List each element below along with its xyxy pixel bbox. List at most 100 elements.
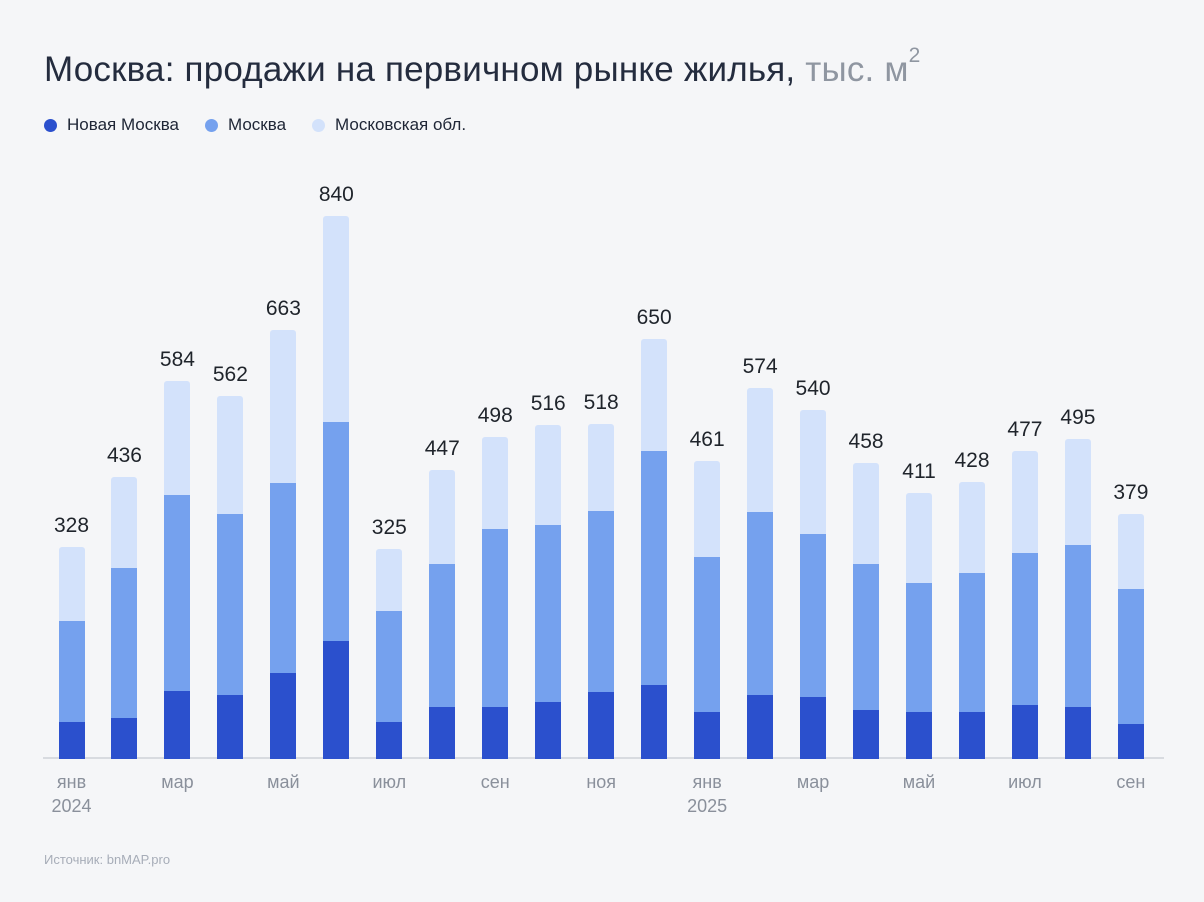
bar-value-label: 495 <box>1060 406 1096 430</box>
bar-segment-novaya-moskva <box>323 640 350 759</box>
legend-dot-moskva-icon <box>205 118 218 132</box>
bar-segment-moskovskaya-obl <box>1011 450 1038 554</box>
bar-value-label: 447 <box>424 437 460 461</box>
bar-stack <box>641 338 668 759</box>
bar-value-label: 663 <box>265 297 301 321</box>
bar-value-label: 562 <box>212 362 248 386</box>
bar-stack <box>535 425 562 759</box>
legend: Новая Москва Москва Московская обл. <box>44 115 466 135</box>
bar-value-label: 518 <box>583 391 619 415</box>
bar-value-label: 461 <box>689 427 725 451</box>
bar-segment-moskovskaya-obl <box>588 424 615 511</box>
bar-segment-moskva <box>694 556 721 713</box>
bar-segment-moskovskaya-obl <box>1117 514 1144 589</box>
bar-value-label: 411 <box>902 460 936 484</box>
bar-segment-moskva <box>853 563 880 710</box>
bar-segment-moskva <box>747 512 774 695</box>
bar-segment-novaya-moskva <box>270 673 297 759</box>
bar-value-label: 650 <box>636 305 672 329</box>
bar-segment-moskovskaya-obl <box>747 387 774 513</box>
bar-stack <box>958 482 985 759</box>
x-tick-label: сен <box>1116 772 1146 792</box>
bar-segment-novaya-moskva <box>641 685 668 759</box>
bar-segment-moskva <box>588 510 615 692</box>
bar-value-label: 428 <box>954 449 990 473</box>
bar-stack <box>800 409 827 759</box>
page-title: Москва: продажи на первичном рынке жилья… <box>44 44 921 90</box>
bar-value-label: 540 <box>795 376 831 400</box>
bar-segment-moskva <box>270 482 297 674</box>
bar-value-label: 840 <box>318 183 354 206</box>
x-tick-year: 2025 <box>687 796 728 816</box>
legend-label: Москва <box>228 115 287 134</box>
bar-stack <box>853 462 880 759</box>
bar-segment-novaya-moskva <box>588 691 615 759</box>
bar-stack <box>111 477 138 759</box>
bar-stack <box>482 437 509 759</box>
legend-dot-novaya-moskva-icon <box>44 118 57 132</box>
bar-segment-moskva <box>217 514 244 695</box>
bar-stack <box>747 387 774 759</box>
bar-segment-moskva <box>482 528 509 708</box>
x-tick-label: мар <box>161 772 194 792</box>
x-tick-label: май <box>267 772 300 792</box>
bar-segment-novaya-moskva <box>747 695 774 759</box>
bar-segment-moskva <box>429 564 456 708</box>
bar-segment-moskovskaya-obl <box>535 425 562 525</box>
bar-segment-novaya-moskva <box>1117 724 1144 759</box>
bar-stack <box>323 216 350 759</box>
legend-item-moskovskaya-obl: Московская обл. <box>312 115 466 135</box>
bar-value-label: 436 <box>106 444 142 468</box>
bar-value-label: 516 <box>530 392 566 416</box>
x-tick-label: мар <box>796 772 830 792</box>
x-tick-label: ноя <box>586 772 617 792</box>
bar-segment-novaya-moskva <box>853 709 880 759</box>
bar-segment-moskovskaya-obl <box>958 482 985 573</box>
bar-segment-novaya-moskva <box>111 717 138 759</box>
bar-stack <box>588 424 615 759</box>
x-tick-label: июл <box>1008 772 1042 792</box>
bar-segment-moskva <box>376 610 403 723</box>
bar-segment-novaya-moskva <box>800 696 827 759</box>
bar-segment-novaya-moskva <box>1064 707 1091 759</box>
title-main: Москва: продажи на первичном рынке жилья… <box>44 50 796 89</box>
bar-stack <box>906 493 933 759</box>
bar-value-label: 477 <box>1007 417 1043 441</box>
bar-stack <box>1011 450 1038 759</box>
bar-segment-moskovskaya-obl <box>482 437 509 529</box>
x-tick-label: янв <box>56 772 87 792</box>
bar-stack <box>58 546 85 759</box>
bar-segment-moskva <box>111 568 138 718</box>
bar-segment-novaya-moskva <box>217 695 244 759</box>
bar-segment-moskovskaya-obl <box>694 461 721 557</box>
bar-segment-moskovskaya-obl <box>906 493 933 584</box>
bar-stack <box>164 381 191 759</box>
legend-dot-moskovskaya-obl-icon <box>312 118 326 132</box>
x-tick-label: янв <box>692 772 722 792</box>
bar-stack <box>429 470 456 759</box>
bar-segment-moskovskaya-obl <box>1064 439 1091 546</box>
bar-stack <box>217 395 244 759</box>
legend-item-moskva: Москва <box>205 115 286 135</box>
bar-segment-moskva <box>641 450 668 686</box>
bar-segment-moskva <box>323 421 350 641</box>
bar-segment-moskovskaya-obl <box>111 477 138 569</box>
bar-segment-moskovskaya-obl <box>376 548 403 611</box>
bar-segment-moskva <box>800 534 827 697</box>
bar-segment-novaya-moskva <box>429 707 456 759</box>
bar-value-label: 458 <box>848 429 884 453</box>
bar-segment-moskva <box>535 525 562 703</box>
bar-segment-moskovskaya-obl <box>429 470 456 565</box>
bar-segment-moskovskaya-obl <box>641 338 668 451</box>
bar-segment-novaya-moskva <box>906 712 933 759</box>
bar-stack <box>376 548 403 759</box>
bar-stack <box>1064 439 1091 759</box>
bar-segment-novaya-moskva <box>164 691 191 759</box>
x-tick-label: май <box>902 772 936 792</box>
bar-segment-moskva <box>1117 588 1144 725</box>
bar-stack <box>694 461 721 759</box>
bar-segment-novaya-moskva <box>958 711 985 759</box>
bar-value-label: 325 <box>371 515 407 539</box>
bar-segment-moskva <box>906 583 933 713</box>
